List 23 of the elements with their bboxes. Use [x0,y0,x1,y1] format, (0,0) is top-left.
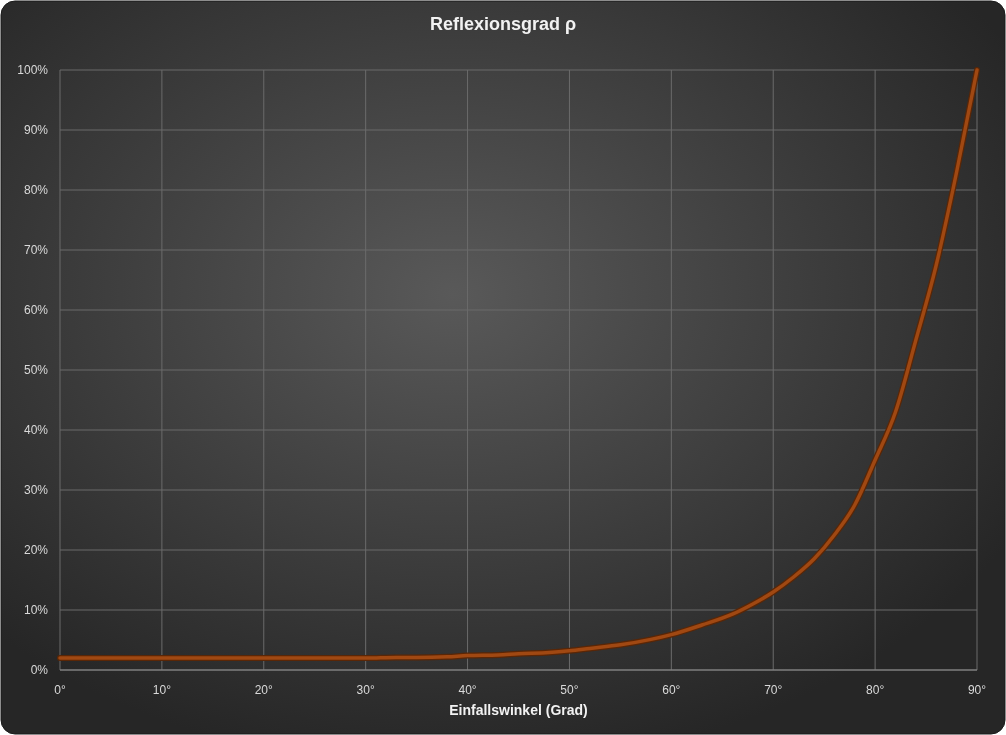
y-tick-label: 80% [23,183,49,197]
y-tick-label: 50% [23,363,49,377]
x-tick-label: 60° [662,683,681,697]
y-tick-label: 70% [23,243,49,257]
x-tick-label: 90° [967,683,987,697]
y-tick-label: 40% [23,423,49,437]
y-tick-label: 100% [17,63,49,77]
x-tick-label: 20° [254,683,274,697]
y-tick-label: 90% [23,123,49,137]
x-tick-label: 80° [866,683,885,697]
x-tick-label: 40° [458,683,477,697]
y-tick-label: 60% [23,303,49,317]
y-tick-label: 10% [23,603,49,617]
x-tick-label: 50° [560,683,579,697]
chart-title: Reflexionsgrad ρ [429,14,577,34]
y-tick-label: 30% [23,483,49,497]
x-tick-label: 0° [54,683,66,697]
y-tick-label: 20% [23,543,49,557]
x-axis-title: Einfallswinkel (Grad) [449,702,588,718]
x-tick-label: 70° [764,683,783,697]
x-tick-label: 10° [152,683,172,697]
y-tick-label: 0% [30,663,49,677]
x-tick-label: 30° [356,683,375,697]
